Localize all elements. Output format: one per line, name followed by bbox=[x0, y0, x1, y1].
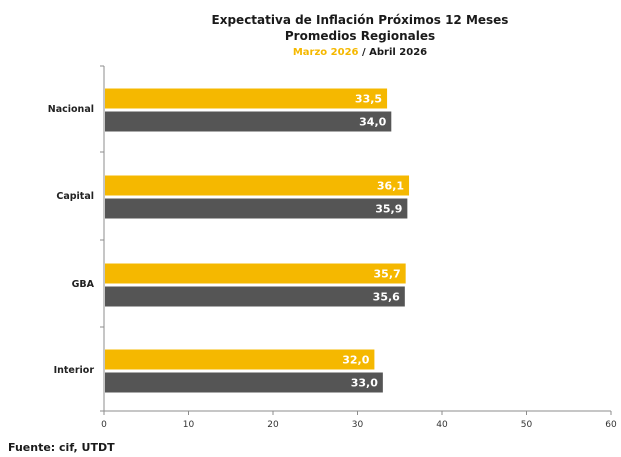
bar-second-series bbox=[105, 111, 392, 132]
x-tick-label: 0 bbox=[101, 420, 107, 430]
bar-second-series bbox=[105, 198, 408, 219]
bar-value-label: 33,0 bbox=[351, 377, 378, 390]
bar-first-series bbox=[105, 263, 406, 284]
chart-period-line: Marzo 2026 / Abril 2026 bbox=[293, 47, 427, 58]
x-tick-label: 50 bbox=[521, 420, 533, 430]
bar-first-series bbox=[105, 175, 410, 196]
bar-value-label: 36,1 bbox=[377, 180, 404, 193]
category-label: Nacional bbox=[48, 104, 94, 115]
period-second: Abril 2026 bbox=[369, 47, 427, 58]
bar-first-series bbox=[105, 349, 375, 370]
chart-title: Expectativa de Inflación Próximos 12 Mes… bbox=[212, 13, 509, 27]
bar-value-label: 32,0 bbox=[342, 354, 369, 367]
chart: Expectativa de Inflación Próximos 12 Mes… bbox=[48, 13, 617, 430]
bar-value-label: 33,5 bbox=[355, 93, 382, 106]
x-tick-label: 10 bbox=[183, 420, 195, 430]
plot-area: 0 10 20 30 40 50 60 Nacional 33,5 34,0 Capital 36,1… bbox=[48, 65, 617, 430]
bar-first-series bbox=[105, 88, 388, 109]
x-tick-label: 20 bbox=[267, 420, 279, 430]
bar-value-label: 35,7 bbox=[374, 268, 401, 281]
x-tick-label: 30 bbox=[352, 420, 364, 430]
bar-value-label: 34,0 bbox=[359, 116, 386, 129]
x-tick-label: 40 bbox=[436, 420, 448, 430]
category-label: GBA bbox=[72, 279, 95, 290]
source-note: Fuente: cif, UTDT bbox=[8, 441, 115, 454]
bar-value-label: 35,6 bbox=[373, 291, 400, 304]
category-label: Capital bbox=[56, 191, 94, 202]
period-separator: / bbox=[359, 47, 370, 58]
chart-subtitle: Promedios Regionales bbox=[285, 29, 435, 43]
category-label: Interior bbox=[54, 365, 95, 376]
bar-second-series bbox=[105, 286, 405, 307]
bar-second-series bbox=[105, 372, 383, 393]
period-first: Marzo 2026 bbox=[293, 47, 359, 58]
x-tick-label: 60 bbox=[605, 420, 617, 430]
bar-value-label: 35,9 bbox=[375, 203, 402, 216]
